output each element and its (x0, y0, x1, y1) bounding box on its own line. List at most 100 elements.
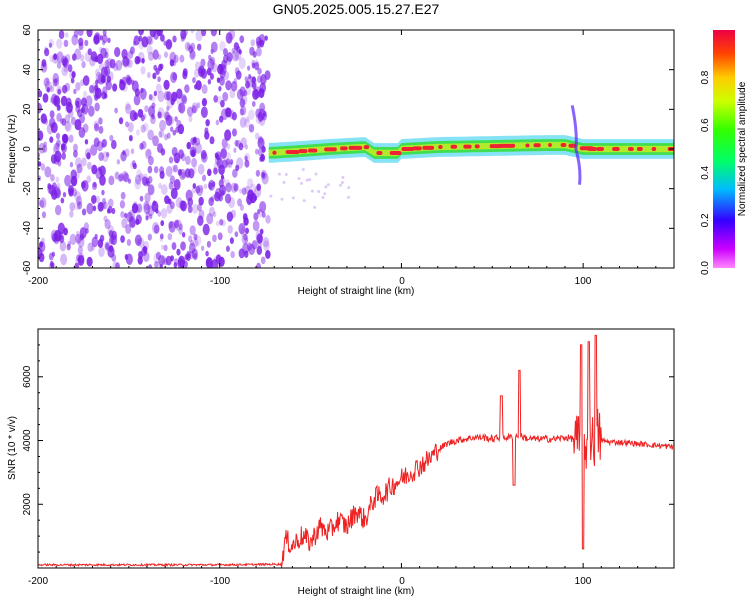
noise-blob (111, 207, 116, 215)
noise-blob (158, 182, 163, 190)
spectrogram-heatmap (38, 30, 674, 268)
noise-blob (132, 162, 137, 170)
noise-blob (170, 187, 178, 200)
noise-blob (222, 54, 229, 64)
noise-blob (188, 242, 196, 254)
noise-blob (194, 234, 202, 247)
noise-blob (145, 211, 150, 218)
noise-blob (159, 170, 165, 180)
noise-blob (188, 235, 193, 243)
noise-blob (148, 94, 153, 101)
noise-blob (200, 58, 206, 68)
noise-blob (40, 113, 47, 124)
noise-blob (263, 240, 270, 252)
carrier-band-core (474, 144, 480, 149)
noise-blob (207, 78, 212, 85)
noise-blob (222, 91, 229, 102)
noise-blob (55, 132, 61, 140)
noise-blob (184, 253, 189, 261)
noise-blob (134, 174, 142, 185)
noise-blob (69, 161, 74, 168)
noise-blob (159, 264, 163, 268)
carrier-band-core (498, 143, 513, 148)
noise-blob (232, 50, 240, 62)
noise-blob (188, 45, 194, 54)
noise-blob (224, 129, 232, 141)
noise-blob (262, 236, 270, 248)
noise-blob (300, 181, 304, 185)
noise-blob (173, 262, 178, 268)
noise-blob (144, 105, 149, 113)
noise-blob (84, 139, 89, 145)
noise-blob (120, 235, 125, 243)
noise-blob (64, 121, 71, 131)
noise-blob (130, 161, 135, 170)
noise-blob (74, 97, 82, 109)
noise-blob (201, 97, 208, 107)
noise-blob (164, 195, 170, 205)
noise-blob (164, 111, 171, 121)
carrier-band-core (412, 146, 422, 151)
noise-blob (200, 106, 208, 118)
noise-blob (95, 68, 100, 77)
noise-blob (239, 98, 246, 108)
noise-blob (237, 198, 243, 207)
noise-blob (257, 75, 262, 84)
noise-blob (126, 211, 133, 223)
noise-blob (102, 197, 107, 205)
noise-blob (97, 201, 104, 212)
noise-blob (192, 77, 196, 84)
noise-blob (179, 168, 186, 180)
noise-blob (221, 176, 226, 184)
noise-blob (42, 145, 48, 153)
noise-blob (173, 178, 181, 191)
noise-blob (153, 224, 160, 234)
noise-blob (127, 50, 134, 59)
noise-blob (172, 129, 177, 136)
noise-blob (56, 51, 64, 63)
noise-blob (244, 237, 248, 243)
noise-blob (122, 55, 130, 67)
noise-blob (143, 200, 150, 211)
noise-blob (160, 244, 165, 251)
noise-blob (138, 30, 144, 36)
noise-blob (130, 79, 135, 86)
noise-blob (124, 148, 130, 157)
noise-blob (166, 132, 171, 139)
noise-blob (91, 236, 99, 248)
noise-blob (136, 169, 142, 178)
noise-blob (118, 173, 124, 182)
noise-blob (168, 156, 174, 164)
noise-blob (202, 174, 207, 182)
carrier-band-core (525, 143, 530, 148)
noise-blob (97, 238, 104, 248)
spectrogram-x-label: Height of straight line (km) (298, 286, 415, 297)
noise-blob (67, 184, 74, 195)
noise-blob (213, 95, 218, 103)
noise-blob (93, 120, 99, 130)
noise-blob (81, 208, 87, 216)
noise-blob (120, 211, 125, 219)
noise-blob (61, 152, 67, 160)
colorbar-label: Normalized spectral amplitude (737, 81, 748, 216)
noise-blob (74, 119, 82, 131)
noise-blob (54, 77, 60, 87)
noise-blob (206, 168, 212, 177)
carrier-band-core (651, 147, 657, 152)
noise-blob (92, 82, 99, 93)
noise-blob (87, 48, 92, 56)
noise-blob (163, 91, 170, 101)
noise-blob (230, 81, 238, 92)
noise-blob (101, 138, 107, 148)
snr-x-tick-4: 100 (575, 576, 592, 587)
noise-blob (208, 182, 213, 190)
carrier-band-core (596, 147, 604, 152)
noise-blob (81, 103, 89, 115)
noise-blob (158, 63, 163, 72)
noise-blob (182, 71, 188, 80)
spectrogram-panel: -200 -100 0 100 Height of straight line … (7, 24, 675, 297)
noise-blob (89, 84, 95, 94)
spectrogram-y-tick-2: -40 (22, 221, 33, 236)
noise-blob (49, 110, 55, 119)
